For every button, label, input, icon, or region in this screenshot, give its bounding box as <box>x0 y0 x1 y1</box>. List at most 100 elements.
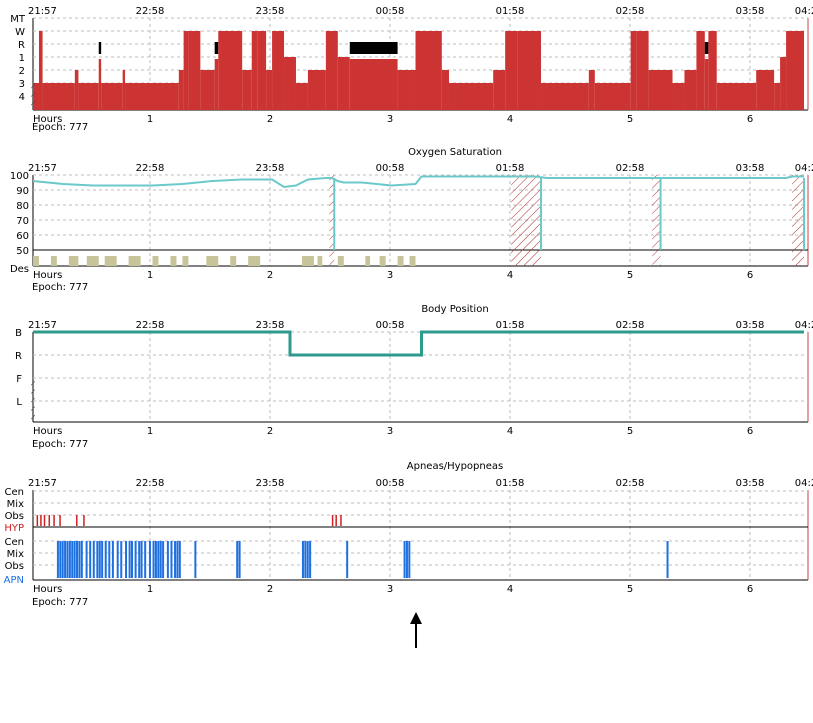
spo2-hour-tick-label: 5 <box>627 270 633 281</box>
hypnogram-stage-bar <box>257 31 267 110</box>
desat-event-bar <box>104 256 117 266</box>
spo2-title: Oxygen Saturation <box>408 147 502 158</box>
apn-event-bar <box>238 541 241 578</box>
position-category-label: L <box>16 397 22 408</box>
spo2-artifact-region <box>329 175 335 266</box>
hypnogram-clock-label: 02:58 <box>616 6 645 17</box>
apnea-hour-tick-label: 6 <box>747 584 753 595</box>
spo2-clock-label: 23:58 <box>256 163 285 174</box>
spo2-tick-label: 80 <box>16 201 29 212</box>
hyp-event-bar <box>43 515 46 526</box>
desat-event-bar <box>182 256 189 266</box>
hyp-event-bar <box>36 515 39 526</box>
apn-event-bar <box>174 541 177 578</box>
apnea-hour-tick-label: 1 <box>147 584 153 595</box>
epoch-label-spo2: Epoch: 777 <box>32 282 88 293</box>
apn-row-label-obs: Obs <box>5 561 24 572</box>
spo2-hour-tick-label: 1 <box>147 270 153 281</box>
spo2-hour-tick-label: 4 <box>507 270 513 281</box>
hyp-event-bar <box>83 515 85 526</box>
hyp-row-label-mix: Mix <box>7 499 24 510</box>
apnea-hour-tick-label: 5 <box>627 584 633 595</box>
hypnogram-stage-bar <box>780 57 787 110</box>
position-clock-label: 00:58 <box>376 320 405 331</box>
hypnogram-stage-bar <box>672 83 685 110</box>
position-category-label: F <box>16 374 22 385</box>
hyp-event-bar <box>48 515 51 526</box>
hypnogram-rem-bar <box>98 42 102 54</box>
epoch-label-hypnogram: Epoch: 777 <box>32 122 88 133</box>
apn-event-bar <box>301 541 304 578</box>
desat-event-bar <box>230 256 237 266</box>
hypnogram-stage-bar <box>588 70 595 110</box>
apnea-title: Apneas/Hypopneas <box>407 461 503 472</box>
apnea-clock-label: 03:58 <box>736 478 765 489</box>
apn-event-bar <box>236 541 239 578</box>
hypnogram-stage-bar <box>636 31 649 110</box>
hypnogram-stage-bar <box>307 70 326 110</box>
hypnogram-start-hatch <box>31 80 35 110</box>
desat-event-bar <box>397 256 404 266</box>
desat-event-bar <box>33 256 39 266</box>
desat-event-bar <box>128 256 141 266</box>
hypnogram-hour-tick-label: 2 <box>267 114 273 125</box>
apn-event-bar <box>138 541 141 578</box>
desat-event-bar <box>365 256 371 266</box>
position-hour-tick-label: 6 <box>747 426 753 437</box>
apn-event-bar <box>194 541 197 578</box>
apn-event-bar <box>162 541 165 578</box>
hypnogram-hour-tick-label: 6 <box>747 114 753 125</box>
desat-event-bar <box>50 256 57 266</box>
apn-event-bar <box>159 541 162 578</box>
spo2-tick-label: 70 <box>16 216 29 227</box>
hypnogram-hour-tick-label: 4 <box>507 114 513 125</box>
hypnogram-stage-bar <box>101 83 123 110</box>
hypnogram-stage-bar <box>648 70 673 110</box>
spo2-clock-label: 02:58 <box>616 163 645 174</box>
hypnogram-stage-bar <box>493 70 506 110</box>
apn-event-bar <box>176 541 179 578</box>
apnea-clock-label: 01:58 <box>496 478 525 489</box>
apn-event-bar <box>178 541 181 578</box>
apn-event-bar <box>61 541 64 578</box>
spo2-tick-label: 50 <box>16 246 29 257</box>
hypnogram-hours-label: Hours <box>33 114 62 125</box>
hypnogram-stage-label: R <box>18 40 25 51</box>
position-clock-label: 04:2 <box>795 320 813 331</box>
spo2-tick-label: 90 <box>16 186 29 197</box>
hypnogram-stage-bar <box>284 57 296 110</box>
spo2-tick-label: 100 <box>10 171 29 182</box>
hypnogram-stage-bar <box>684 70 697 110</box>
hypnogram-stage-bar <box>774 83 781 110</box>
apn-event-bar <box>309 541 312 578</box>
apn-event-bar <box>96 541 99 578</box>
apn-event-bar <box>408 541 411 578</box>
position-hour-tick-label: 1 <box>147 426 153 437</box>
spo2-tick-label: 60 <box>16 231 29 242</box>
apn-event-bar <box>125 541 128 578</box>
hyp-event-bar <box>335 515 337 526</box>
hypnogram-clock-label: 23:58 <box>256 6 285 17</box>
hypnogram-stage-bar <box>78 83 99 110</box>
position-clock-label: 02:58 <box>616 320 645 331</box>
apnea-clock-label: 23:58 <box>256 478 285 489</box>
desat-row-label: Des <box>10 264 29 275</box>
desat-event-bar <box>68 256 79 266</box>
hyp-row-label-obs: Obs <box>5 511 24 522</box>
desat-event-bar <box>152 256 159 266</box>
hypnogram-stage-label: 4 <box>19 92 25 103</box>
apn-event-bar <box>128 541 131 578</box>
hypnogram-stage-bar <box>756 70 775 110</box>
desat-event-bar <box>301 256 314 266</box>
hypnogram-stage-bar <box>272 31 285 110</box>
hypnogram-stage-bar <box>517 31 542 110</box>
apn-event-bar <box>152 541 155 578</box>
time-pointer-arrow <box>410 612 422 648</box>
apn-event-bar <box>66 541 69 578</box>
position-category-label: R <box>15 351 22 362</box>
hypnogram-hour-tick-label: 1 <box>147 114 153 125</box>
apnea-clock-label: 21:57 <box>28 478 57 489</box>
apn-event-bar <box>140 541 143 578</box>
hypnogram-stage-bar <box>704 59 709 110</box>
apn-event-bar <box>89 541 92 578</box>
